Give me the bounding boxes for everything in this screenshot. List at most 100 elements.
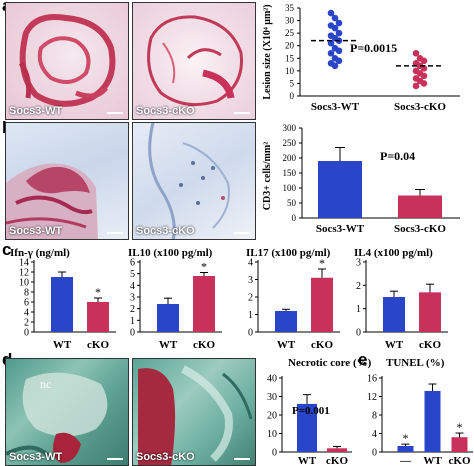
x-tick-label: Socs3-WT xyxy=(316,223,365,235)
significance-star: * xyxy=(319,256,325,270)
chart-title: IL10 (x100 pg/ml) xyxy=(128,247,213,259)
data-point xyxy=(420,80,428,87)
y-tick-label: 10 xyxy=(267,429,277,440)
scale-bar xyxy=(107,458,123,460)
scale-bar xyxy=(234,112,250,114)
photo-a-cko: Socs3-cKO xyxy=(132,2,256,120)
p-value-annotation: P=0.0015 xyxy=(350,41,397,55)
y-tick-label: 50 xyxy=(287,198,297,208)
chart-d-necrotic-core: 0 10 20 30 40 WT cKO Necrotic core (%) P=0.001 xyxy=(267,357,372,466)
y-tick-label: 4 xyxy=(24,308,29,319)
photo-label-d-wt: Socs3-WT xyxy=(9,451,63,463)
p-value-annotation: P=0.04 xyxy=(380,149,415,163)
bar xyxy=(383,297,405,332)
x-tick-label: WT xyxy=(385,339,404,351)
y-tick-label: 5 xyxy=(130,269,135,280)
x-tick-label: WT xyxy=(53,339,72,351)
y-tick-label: 25 xyxy=(285,28,295,38)
x-tick-label: Socs3-WT xyxy=(311,101,360,113)
y-tick-label: 5 xyxy=(290,78,295,88)
y-tick-label: 2 xyxy=(24,318,29,329)
y-tick-label: 1 xyxy=(130,316,135,327)
y-tick-label: 4 xyxy=(372,429,377,440)
x-tick-label: cKO xyxy=(449,455,471,466)
data-point xyxy=(327,9,335,17)
panel-letter-e: e xyxy=(358,350,368,369)
y-tick-label: 14 xyxy=(19,258,29,269)
y-tick-label: 20 xyxy=(267,411,277,422)
bar xyxy=(311,277,333,332)
y-tick-label: 0 xyxy=(24,328,29,339)
y-tick-label: 8 xyxy=(372,411,377,422)
y-tick-label: 200 xyxy=(283,153,297,163)
data-point xyxy=(412,82,420,90)
data-point xyxy=(335,57,343,65)
photo-b-wt: Socs3-WT xyxy=(5,122,129,240)
y-tick-label: 2 xyxy=(130,304,135,315)
y-tick-label: 0 xyxy=(372,448,377,459)
y-tick-label: 0 xyxy=(272,448,277,459)
data-point xyxy=(335,19,343,27)
significance-star: * xyxy=(457,420,463,434)
y-tick-label: 0 xyxy=(130,328,135,339)
y-tick-label: 20 xyxy=(285,41,295,51)
chart-b-cd3: 0 50 100 150 200 250 300 CD3+ cells/mm² P=0.04… xyxy=(262,123,460,235)
photo-label-b-cko: Socs3-cKO xyxy=(136,225,195,237)
x-tick-label: cKO xyxy=(193,339,215,351)
necrotic-core-annotation: nc xyxy=(40,377,52,391)
bar xyxy=(451,437,468,452)
y-tick-label: 2 xyxy=(356,281,361,292)
bar xyxy=(397,445,414,452)
bar xyxy=(424,390,441,452)
scale-bar xyxy=(234,232,250,234)
y-tick-label: 4 xyxy=(130,281,135,292)
x-tick-label: WT xyxy=(423,455,442,466)
panel-letter-c: c xyxy=(2,240,12,259)
y-tick-label: 3 xyxy=(356,258,361,269)
data-point xyxy=(420,65,428,72)
y-tick-label: 6 xyxy=(24,298,29,309)
bar xyxy=(193,276,215,332)
data-point xyxy=(327,49,335,57)
y-tick-label: 4 xyxy=(248,258,253,269)
bar xyxy=(87,302,109,332)
photo-label-b-wt: Socs3-WT xyxy=(9,225,63,237)
significance-star: * xyxy=(403,431,409,445)
x-tick-label: WT xyxy=(277,339,296,351)
chart-title: Ifn-γ (ng/ml) xyxy=(10,247,70,259)
y-tick-label: 3 xyxy=(248,275,253,286)
y-tick-label: 1 xyxy=(356,304,361,315)
data-point xyxy=(331,62,339,70)
photo-d-wt: nc Socs3-WT xyxy=(5,358,129,466)
scale-bar xyxy=(107,112,123,114)
data-point xyxy=(420,72,428,80)
bar xyxy=(419,292,441,332)
tissue-drawing-d-cko xyxy=(138,365,253,465)
y-tick-label: 3 xyxy=(130,293,135,304)
y-tick-label: 250 xyxy=(283,138,297,148)
data-point xyxy=(327,39,335,47)
p-value-annotation: P=0.001 xyxy=(292,405,330,417)
scale-bar xyxy=(107,232,123,234)
chart-title: TUNEL (%) xyxy=(386,357,445,369)
x-tick-label: — xyxy=(399,455,412,466)
bar xyxy=(51,277,73,332)
y-tick-label: 15 xyxy=(285,53,295,63)
y-tick-label: 150 xyxy=(283,168,297,178)
bar xyxy=(297,403,317,452)
x-tick-label: WT xyxy=(159,339,178,351)
x-tick-label: cKO xyxy=(419,339,441,351)
y-tick-label: 0 xyxy=(356,328,361,339)
bar xyxy=(327,448,347,452)
y-tick-label: 2 xyxy=(248,293,253,304)
data-point xyxy=(420,57,428,65)
photo-label-a-cko: Socs3-cKO xyxy=(136,105,195,117)
y-tick-label: 300 xyxy=(283,123,297,133)
data-point xyxy=(335,47,343,55)
y-tick-label: 35 xyxy=(285,3,295,13)
y-tick-label: 12 xyxy=(367,392,377,403)
x-tick-label: cKO xyxy=(311,339,333,351)
significance-star: * xyxy=(95,285,101,299)
tissue-drawing-b-wt xyxy=(6,163,98,239)
